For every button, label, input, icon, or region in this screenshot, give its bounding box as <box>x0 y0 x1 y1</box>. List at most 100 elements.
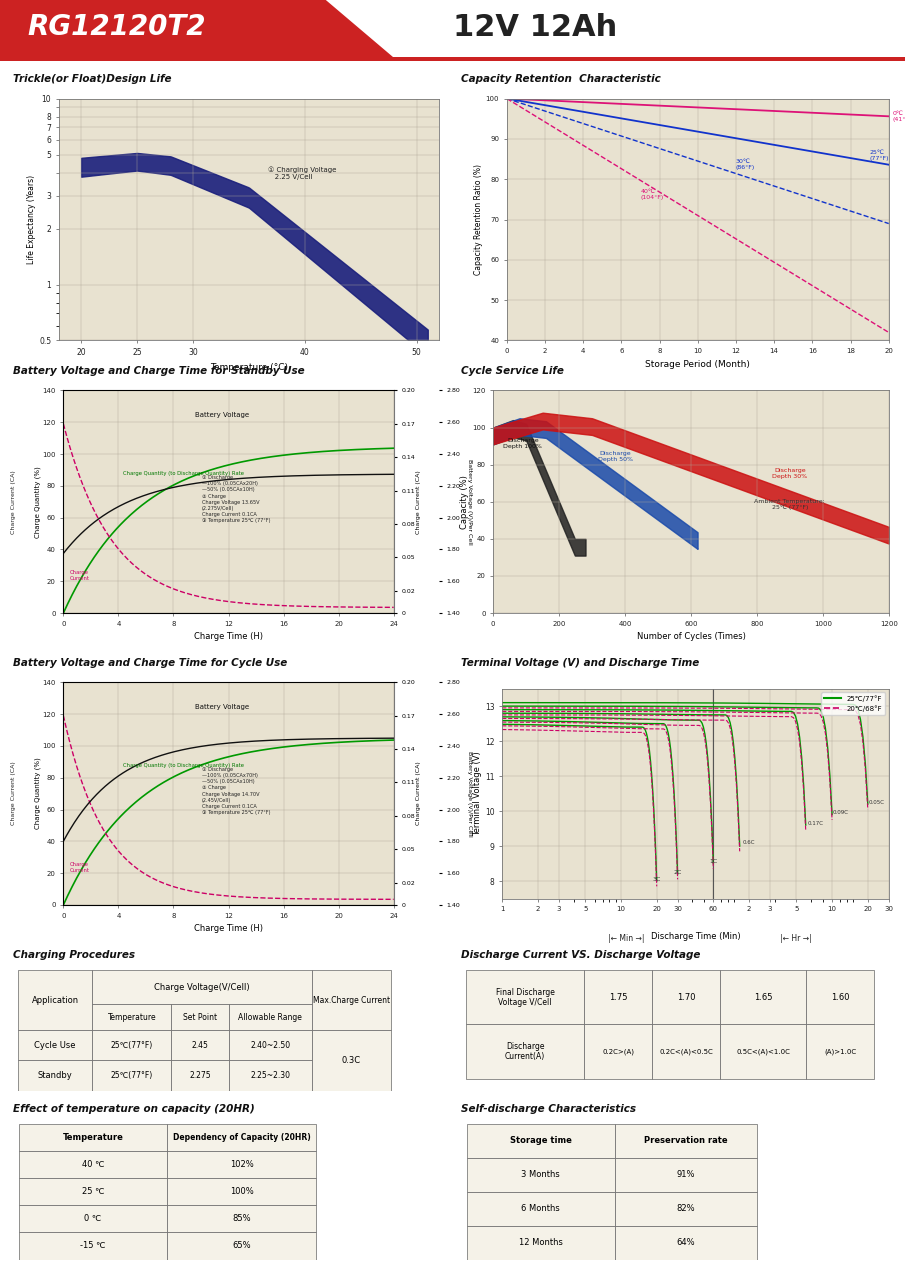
Text: Set Point: Set Point <box>183 1012 217 1021</box>
Y-axis label: Capacity (%): Capacity (%) <box>461 475 470 529</box>
Text: Ambient Temperature:
25℃ (77°F): Ambient Temperature: 25℃ (77°F) <box>755 499 825 511</box>
Text: 25℃(77°F): 25℃(77°F) <box>110 1071 153 1080</box>
Text: 0.09C: 0.09C <box>833 810 849 815</box>
Text: 0.2C<(A)<0.5C: 0.2C<(A)<0.5C <box>660 1048 713 1055</box>
Bar <box>167 1206 317 1233</box>
Text: (A)>1.0C: (A)>1.0C <box>824 1048 856 1055</box>
Text: 6 Months: 6 Months <box>521 1204 560 1213</box>
Bar <box>167 1151 317 1178</box>
Text: 0.17C: 0.17C <box>807 820 824 826</box>
Bar <box>167 1233 317 1260</box>
Bar <box>18 1233 167 1260</box>
Text: 0.6C: 0.6C <box>742 840 755 845</box>
Text: Charge Quantity (to Discharge Quantity) Rate: Charge Quantity (to Discharge Quantity) … <box>123 471 243 476</box>
Text: Charge Current (CA): Charge Current (CA) <box>11 762 16 826</box>
Text: |← Hr →|: |← Hr →| <box>780 934 812 943</box>
Text: Discharge
Depth 100%: Discharge Depth 100% <box>503 438 542 449</box>
Text: 65%: 65% <box>233 1242 252 1251</box>
Y-axis label: Terminal Voltage (V): Terminal Voltage (V) <box>473 751 482 836</box>
Bar <box>653 970 720 1024</box>
Text: 40 ℃: 40 ℃ <box>81 1160 104 1169</box>
Text: 102%: 102% <box>230 1160 253 1169</box>
Bar <box>720 1024 806 1079</box>
Text: 40℃
(104°F): 40℃ (104°F) <box>641 189 663 200</box>
Polygon shape <box>0 0 398 61</box>
X-axis label: Charge Time (H): Charge Time (H) <box>194 632 263 641</box>
Bar <box>0 56 905 61</box>
Bar <box>466 1192 615 1226</box>
Text: 85%: 85% <box>233 1215 252 1224</box>
Text: Terminal Voltage (V) and Discharge Time: Terminal Voltage (V) and Discharge Time <box>462 658 700 668</box>
Text: Discharge
Depth 30%: Discharge Depth 30% <box>772 467 807 479</box>
Bar <box>18 1206 167 1233</box>
X-axis label: Temperature (°C): Temperature (°C) <box>210 362 288 371</box>
Text: 0 ℃: 0 ℃ <box>84 1215 101 1224</box>
Text: 2.275: 2.275 <box>189 1071 211 1080</box>
Text: Battery Voltage: Battery Voltage <box>195 704 250 710</box>
Text: 3C: 3C <box>653 877 661 882</box>
Text: ① Charging Voltage
   2.25 V/Cell: ① Charging Voltage 2.25 V/Cell <box>268 166 337 180</box>
Text: Cycle Service Life: Cycle Service Life <box>462 366 565 376</box>
Text: 12V 12Ah: 12V 12Ah <box>452 13 616 41</box>
Bar <box>466 970 585 1024</box>
Text: 2.25~2.30: 2.25~2.30 <box>250 1071 291 1080</box>
Y-axis label: Charge Current (CA): Charge Current (CA) <box>416 762 422 826</box>
Text: Battery Voltage and Charge Time for Cycle Use: Battery Voltage and Charge Time for Cycl… <box>14 658 288 668</box>
Text: Preservation rate: Preservation rate <box>644 1137 728 1146</box>
Text: Max.Charge Current: Max.Charge Current <box>313 996 390 1005</box>
Bar <box>171 1030 228 1060</box>
Bar <box>615 1192 757 1226</box>
Text: 64%: 64% <box>677 1238 695 1247</box>
Text: Charging Procedures: Charging Procedures <box>14 950 136 960</box>
Text: 3 Months: 3 Months <box>521 1170 560 1179</box>
Text: 1.65: 1.65 <box>754 993 773 1002</box>
X-axis label: Charge Time (H): Charge Time (H) <box>194 924 263 933</box>
Text: 91%: 91% <box>677 1170 695 1179</box>
Bar <box>171 1004 228 1030</box>
Y-axis label: Charge Quantity (%): Charge Quantity (%) <box>34 466 41 538</box>
Bar <box>18 1151 167 1178</box>
Text: Temperature: Temperature <box>62 1133 123 1142</box>
Bar <box>228 1030 312 1060</box>
Bar <box>806 1024 874 1079</box>
Text: Cycle Use: Cycle Use <box>34 1041 76 1050</box>
Text: 25℃(77°F): 25℃(77°F) <box>110 1041 153 1050</box>
Text: 0.05C: 0.05C <box>868 800 884 805</box>
X-axis label: Storage Period (Month): Storage Period (Month) <box>645 360 750 369</box>
Text: RG12120T2: RG12120T2 <box>27 13 205 41</box>
Text: Temperature: Temperature <box>108 1012 157 1021</box>
Bar <box>466 1024 585 1079</box>
Text: |← Min →|: |← Min →| <box>607 934 644 943</box>
Text: Charge Quantity (to Discharge Quantity) Rate: Charge Quantity (to Discharge Quantity) … <box>123 763 243 768</box>
Text: Application: Application <box>32 996 79 1005</box>
Bar <box>312 1030 391 1091</box>
Text: 12 Months: 12 Months <box>519 1238 563 1247</box>
Text: 2C: 2C <box>673 870 681 874</box>
Bar <box>92 1030 171 1060</box>
Text: Discharge Current VS. Discharge Voltage: Discharge Current VS. Discharge Voltage <box>462 950 700 960</box>
Bar <box>92 1004 171 1030</box>
Bar <box>228 1060 312 1091</box>
Bar <box>18 1030 92 1060</box>
Bar <box>171 1060 228 1091</box>
Text: 1C: 1C <box>710 859 718 864</box>
Text: Charge Current (CA): Charge Current (CA) <box>11 470 16 534</box>
Text: Trickle(or Float)Design Life: Trickle(or Float)Design Life <box>14 74 172 84</box>
Bar <box>615 1157 757 1192</box>
Text: Charge
Current: Charge Current <box>70 861 90 873</box>
Bar <box>615 1226 757 1260</box>
Y-axis label: Charge Current (CA): Charge Current (CA) <box>416 470 422 534</box>
Text: 2.40~2.50: 2.40~2.50 <box>250 1041 291 1050</box>
X-axis label: Discharge Time (Min): Discharge Time (Min) <box>651 932 740 941</box>
Text: Storage time: Storage time <box>510 1137 572 1146</box>
Text: ① Discharge
—100% (0.05CAx20H)
—50% (0.05CAx10H)
② Charge
Charge Voltage 13.65V
: ① Discharge —100% (0.05CAx20H) —50% (0.0… <box>202 475 271 524</box>
Legend: 25℃/77°F, 20℃/68°F: 25℃/77°F, 20℃/68°F <box>821 692 885 714</box>
Bar <box>18 1124 167 1151</box>
Text: 30℃
(86°F): 30℃ (86°F) <box>736 159 755 170</box>
Text: Effect of temperature on capacity (20HR): Effect of temperature on capacity (20HR) <box>14 1103 255 1114</box>
Bar <box>92 1060 171 1091</box>
Bar <box>585 970 653 1024</box>
Text: 1.60: 1.60 <box>831 993 849 1002</box>
Text: 1.70: 1.70 <box>677 993 696 1002</box>
Y-axis label: Life Expectancy (Years): Life Expectancy (Years) <box>27 175 36 264</box>
